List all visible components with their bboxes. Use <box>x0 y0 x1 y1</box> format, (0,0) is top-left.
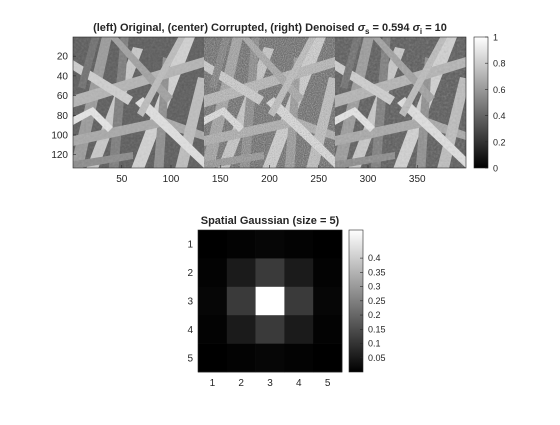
montage-y-tick-label: 20 <box>57 52 69 63</box>
montage-title-sigma-i-value: = 10 <box>422 22 447 34</box>
gaussian-colorbar-tick-label: 0.25 <box>368 296 386 306</box>
montage-panel-original <box>73 37 204 168</box>
montage-y-ticks: 20 40 60 80 100 120 <box>51 52 76 161</box>
gaussian-colorbar-tick-label: 0.3 <box>368 282 381 292</box>
gaussian-y-ticks: 1 2 3 4 5 <box>187 240 193 365</box>
gaussian-y-tick-label: 3 <box>187 297 193 308</box>
gaussian-cell <box>313 343 343 373</box>
montage-y-tick-label: 80 <box>57 111 69 122</box>
montage-colorbar-tick-label: 0 <box>493 164 498 174</box>
gaussian-cell <box>226 286 256 316</box>
gaussian-colorbar-tick-label: 0.05 <box>368 353 386 363</box>
gaussian-cell <box>284 258 314 288</box>
gaussian-cell <box>313 258 343 288</box>
montage-x-tick-label: 150 <box>212 174 229 185</box>
gaussian-colorbar-ticks: 0.05 0.1 0.15 0.2 0.25 0.3 0.35 0.4 <box>360 253 386 363</box>
montage-y-tick-label: 120 <box>51 150 68 161</box>
gaussian-cell <box>198 230 228 259</box>
montage-panel-denoised <box>335 37 466 168</box>
montage-x-tick-label: 350 <box>409 174 426 185</box>
montage-panel-corrupted <box>204 37 335 168</box>
gaussian-y-tick-label: 2 <box>187 268 193 279</box>
montage-colorbar-tick-label: 1 <box>493 33 498 43</box>
gaussian-cell <box>226 230 256 259</box>
gaussian-cell <box>284 230 314 259</box>
montage-x-tick-label: 100 <box>163 174 180 185</box>
gaussian-x-tick-label: 4 <box>296 378 302 389</box>
gaussian-cell <box>198 258 228 288</box>
montage-title-sigma-s: σ <box>358 22 366 34</box>
gaussian-y-tick-label: 5 <box>187 353 193 364</box>
gaussian-title: Spatial Gaussian (size = 5) <box>201 215 340 227</box>
montage-title-sigma-s-sub: s <box>365 27 370 36</box>
gaussian-cell <box>313 286 343 316</box>
montage-title-prefix: (left) Original, (center) Corrupted, (ri… <box>93 22 358 34</box>
montage-colorbar-ticks: 0 0.2 0.4 0.6 0.8 1 <box>485 33 506 174</box>
gaussian-cell <box>198 343 228 373</box>
gaussian-cell <box>226 343 256 373</box>
gaussian-colorbar-tick-label: 0.2 <box>368 310 381 320</box>
montage-x-tick-label: 250 <box>310 174 327 185</box>
gaussian-cell <box>255 286 285 316</box>
gaussian-cell <box>255 343 285 373</box>
gaussian-cell <box>226 315 256 344</box>
gaussian-cell <box>198 315 228 344</box>
montage-y-tick-label: 60 <box>57 91 69 102</box>
gaussian-cell <box>226 258 256 288</box>
gaussian-y-tick-label: 1 <box>187 240 193 251</box>
gaussian-x-ticks: 1 2 3 4 5 <box>210 378 331 389</box>
svg-text:(left) Original, (center) Corr: (left) Original, (center) Corrupted, (ri… <box>93 22 447 36</box>
gaussian-colorbar: 0.05 0.1 0.15 0.2 0.25 0.3 0.35 0.4 <box>348 229 386 373</box>
montage-colorbar-tick-label: 0.2 <box>493 137 506 147</box>
gaussian-cell <box>255 230 285 259</box>
montage-title-sigma-i-sub: i <box>420 27 422 36</box>
montage-colorbar-tick-label: 0.4 <box>493 111 506 121</box>
gaussian-cell <box>284 286 314 316</box>
montage-colorbar-tick-label: 0.8 <box>493 59 506 69</box>
gaussian-axes-box <box>197 229 343 373</box>
gaussian-colorbar-tick-label: 0.1 <box>368 339 381 349</box>
montage-x-tick-label: 300 <box>360 174 377 185</box>
montage-image <box>72 36 467 169</box>
montage-x-ticks: 50 100 150 200 250 300 350 <box>116 165 426 185</box>
montage-title: (left) Original, (center) Corrupted, (ri… <box>93 22 447 36</box>
gaussian-colorbar-tick-label: 0.4 <box>368 253 381 263</box>
gaussian-cell <box>284 315 314 344</box>
gaussian-cell <box>284 343 314 373</box>
gaussian-cell <box>255 315 285 344</box>
gaussian-x-tick-label: 3 <box>267 378 273 389</box>
gaussian-cell <box>255 258 285 288</box>
montage-colorbar: 0 0.2 0.4 0.6 0.8 1 <box>473 33 506 174</box>
gaussian-cell <box>198 286 228 316</box>
gaussian-cell <box>313 230 343 259</box>
montage-x-tick-label: 50 <box>116 174 128 185</box>
gaussian-x-tick-label: 5 <box>325 378 331 389</box>
montage-title-sigma-i: σ <box>413 22 421 34</box>
gaussian-y-tick-label: 4 <box>187 325 193 336</box>
montage-y-tick-label: 100 <box>51 131 68 142</box>
montage-colorbar-tick-label: 0.6 <box>493 85 506 95</box>
gaussian-x-tick-label: 1 <box>210 378 216 389</box>
gaussian-cell <box>313 315 343 344</box>
montage-y-tick-label: 40 <box>57 71 69 82</box>
gaussian-colorbar-tick-label: 0.15 <box>368 324 386 334</box>
montage-x-tick-label: 200 <box>261 174 278 185</box>
montage-title-sigma-s-value: = 0.594 <box>369 22 412 34</box>
gaussian-colorbar-tick-label: 0.35 <box>368 267 386 277</box>
montage-colorbar-gradient <box>473 36 489 169</box>
gaussian-x-tick-label: 2 <box>238 378 244 389</box>
gaussian-heatmap <box>198 230 343 373</box>
